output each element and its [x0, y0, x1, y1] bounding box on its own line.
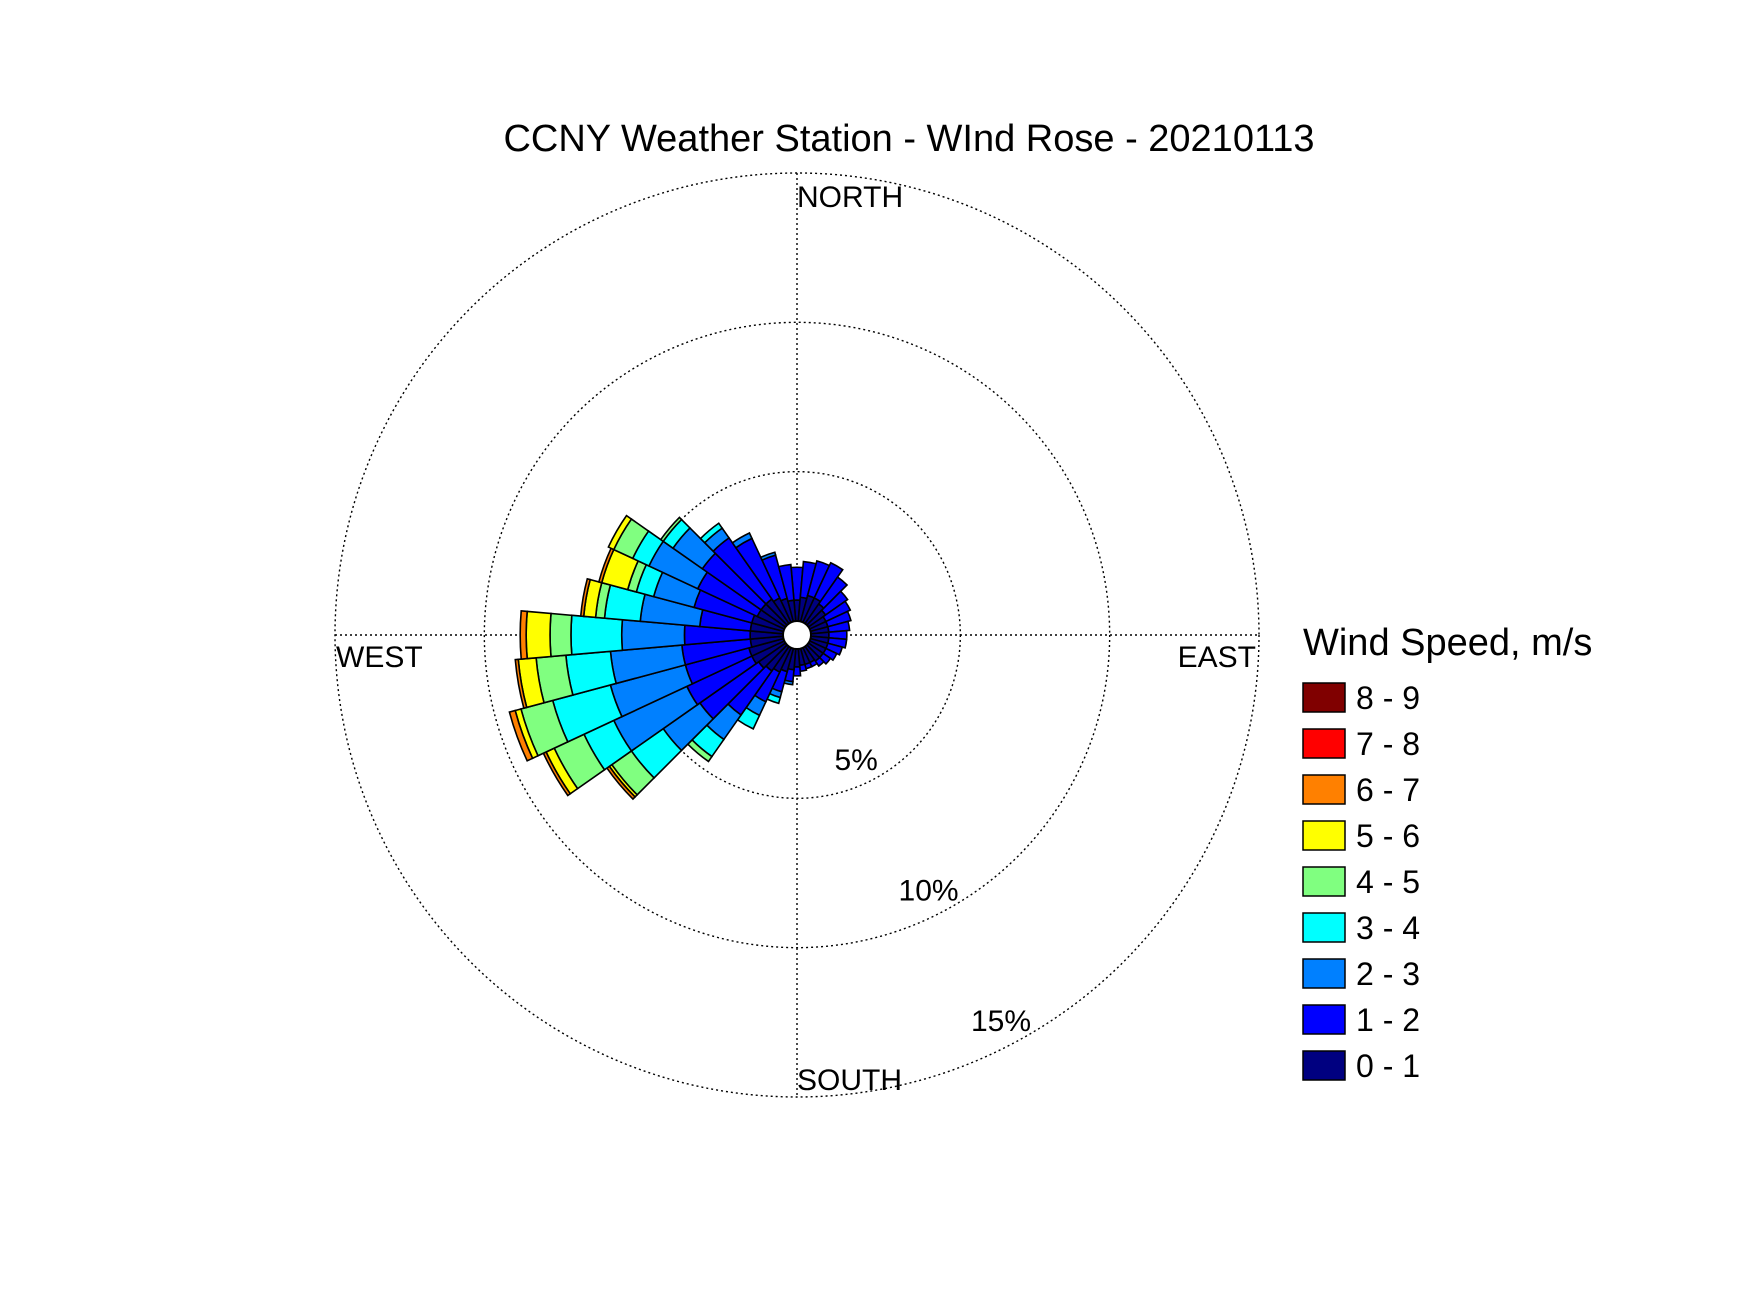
legend: 8 - 9 7 - 8 6 - 7 5 - 6 4 - 5 3 - 4 2 - 3 1 - 2… [1302, 680, 1420, 1084]
sector-120-bin-1 [822, 647, 838, 662]
legend-swatch-7 [1302, 1004, 1346, 1035]
chart-title: CCNY Weather Station - WInd Rose - 20210… [503, 118, 1314, 160]
sector-70-bin-1 [824, 610, 852, 628]
legend-swatch-8 [1302, 1050, 1346, 1081]
radial-tick-labels: 5% 10% 15% [835, 744, 1031, 1038]
legend-label-0: 8 - 9 [1356, 680, 1420, 716]
legend-label-5: 3 - 4 [1356, 910, 1420, 946]
wind-sectors [508, 514, 852, 801]
center-hub [782, 620, 812, 650]
sector-250-bin-6 [508, 709, 534, 762]
sector-350-bin-1 [777, 563, 795, 603]
sector-110-bin-1 [824, 642, 844, 656]
sector-40-bin-1 [817, 575, 849, 610]
legend-label-6: 2 - 3 [1356, 956, 1420, 992]
legend-swatch-1 [1302, 728, 1346, 759]
legend-swatch-6 [1302, 958, 1346, 989]
sector-30-bin-1 [813, 561, 844, 603]
sector-280-bin-6 [579, 577, 592, 618]
sector-310-bin-4 [659, 516, 683, 543]
legend-label-7: 1 - 2 [1356, 1002, 1420, 1038]
sector-100-bin-1 [826, 636, 848, 649]
sector-270-bin-5 [525, 610, 552, 660]
radial-tick-label-5: 5% [835, 744, 878, 777]
east-label: EAST [1178, 641, 1256, 674]
south-label: SOUTH [797, 1064, 902, 1097]
legend-swatch-4 [1302, 866, 1346, 897]
legend-label-3: 5 - 6 [1356, 818, 1420, 854]
legend-swatch-0 [1302, 682, 1346, 713]
sector-60-bin-1 [822, 600, 852, 623]
sector-300-bin-5 [607, 514, 633, 551]
legend-swatch-2 [1302, 774, 1346, 805]
legend-swatch-5 [1302, 912, 1346, 943]
north-label: NORTH [797, 181, 903, 214]
legend-label-4: 4 - 5 [1356, 864, 1420, 900]
sector-270-bin-6 [519, 610, 529, 660]
sector-260-bin-6 [514, 658, 528, 710]
radial-tick-label-10: 10% [899, 874, 959, 907]
legend-label-8: 0 - 1 [1356, 1048, 1420, 1084]
sector-270-bin-4 [549, 612, 573, 658]
sector-320-bin-3 [699, 522, 724, 544]
radial-tick-label-15: 15% [971, 1005, 1031, 1038]
sector-340-bin-2 [759, 551, 777, 562]
sector-330-bin-2 [731, 531, 754, 549]
west-label: WEST [336, 641, 423, 674]
sector-270-bin-3 [570, 614, 624, 656]
sector-80-bin-1 [826, 620, 851, 634]
grid-ring-10 [483, 321, 1111, 949]
legend-swatch-3 [1302, 820, 1346, 851]
legend-label-2: 6 - 7 [1356, 772, 1420, 808]
sector-50-bin-1 [820, 590, 849, 617]
legend-label-1: 7 - 8 [1356, 726, 1420, 762]
sector-130-bin-1 [818, 652, 832, 666]
legend-title: Wind Speed, m/s [1303, 622, 1592, 664]
